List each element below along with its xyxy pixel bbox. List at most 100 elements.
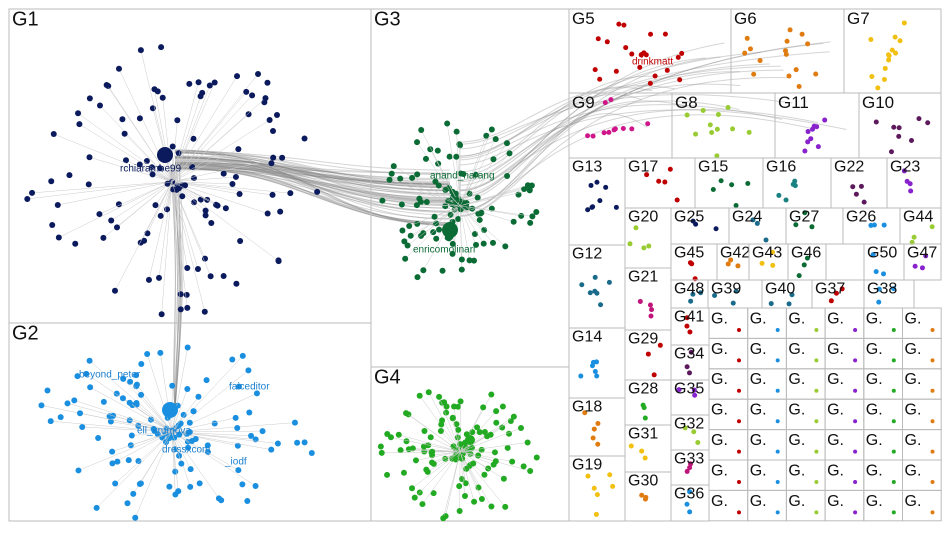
node — [184, 305, 190, 311]
group-label: G37 — [815, 280, 845, 297]
group-label: G34 — [674, 345, 704, 362]
node — [212, 421, 218, 427]
node — [588, 290, 593, 295]
group-label: G32 — [674, 415, 704, 432]
node — [203, 212, 209, 218]
node — [481, 472, 487, 478]
node — [75, 110, 81, 116]
node — [715, 127, 720, 132]
node — [455, 427, 461, 433]
node — [788, 27, 793, 32]
node — [243, 89, 249, 95]
node — [187, 484, 193, 490]
node — [274, 112, 280, 118]
node — [401, 470, 407, 476]
group-label: G. — [905, 310, 922, 327]
node — [122, 131, 128, 137]
node — [184, 292, 190, 298]
node — [814, 358, 818, 362]
node — [758, 58, 763, 63]
group-label: G29 — [628, 330, 658, 347]
node — [267, 117, 273, 123]
node — [137, 481, 143, 487]
group-label: G. — [711, 462, 728, 479]
node — [612, 127, 617, 132]
node — [174, 117, 180, 123]
hub-node — [162, 402, 178, 418]
node — [606, 130, 611, 135]
node — [492, 449, 498, 455]
node — [478, 210, 484, 216]
group-label: G48 — [674, 280, 704, 297]
node — [892, 510, 896, 514]
node — [751, 72, 756, 77]
node — [908, 181, 913, 186]
node — [518, 425, 524, 431]
group-label: G. — [905, 402, 922, 419]
node — [737, 450, 741, 454]
node — [656, 179, 661, 184]
node — [585, 474, 590, 479]
node — [916, 116, 921, 121]
node — [785, 39, 790, 44]
node — [175, 488, 181, 494]
node — [648, 32, 653, 37]
node — [444, 121, 450, 127]
node — [594, 512, 599, 517]
group-label: G. — [827, 462, 844, 479]
node — [406, 223, 412, 229]
node — [737, 328, 741, 332]
node — [853, 419, 857, 423]
node — [420, 267, 426, 273]
node — [853, 510, 857, 514]
hub-node — [442, 222, 458, 238]
node — [450, 415, 456, 421]
node — [646, 244, 651, 249]
group-label: G. — [750, 493, 767, 510]
node — [676, 55, 681, 60]
node — [585, 133, 590, 138]
node — [892, 358, 896, 362]
node — [814, 450, 818, 454]
node — [262, 95, 268, 101]
node — [138, 47, 144, 53]
node — [829, 298, 834, 303]
node — [79, 424, 85, 430]
node — [38, 402, 44, 408]
node — [776, 328, 780, 332]
node — [653, 74, 658, 79]
node — [501, 476, 507, 482]
node — [608, 97, 613, 102]
node — [893, 35, 898, 40]
node — [792, 179, 797, 184]
node-label: enricomolinari — [413, 244, 475, 255]
node — [134, 400, 140, 406]
node — [24, 196, 30, 202]
hub-node — [157, 147, 173, 163]
node — [309, 450, 315, 456]
node — [237, 238, 243, 244]
node — [594, 359, 599, 364]
node — [748, 46, 753, 51]
node — [714, 226, 719, 231]
node — [662, 180, 667, 185]
node — [816, 144, 821, 149]
group-label: G. — [905, 462, 922, 479]
node — [101, 399, 107, 405]
group-label: G. — [788, 310, 805, 327]
node — [388, 434, 394, 440]
node — [716, 112, 721, 117]
node — [610, 484, 615, 489]
node — [614, 69, 619, 74]
node — [158, 44, 164, 50]
group-label: G. — [750, 402, 767, 419]
node — [144, 230, 150, 236]
group-label: G3 — [374, 9, 401, 31]
node — [534, 454, 540, 460]
node — [429, 459, 435, 465]
node — [511, 219, 517, 225]
node — [56, 234, 62, 240]
node — [423, 156, 429, 162]
node — [737, 358, 741, 362]
node — [850, 184, 855, 189]
